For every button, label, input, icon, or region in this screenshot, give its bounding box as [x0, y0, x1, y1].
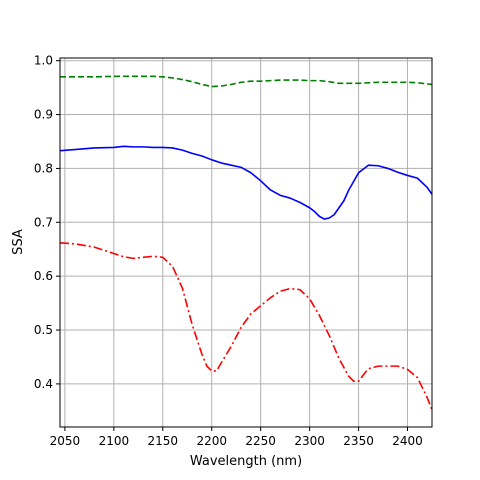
series-line-1 [60, 75, 432, 88]
y-tick-label: 0.6 [34, 269, 53, 283]
x-tick-label: 2050 [50, 434, 81, 448]
y-axis-label: SSA [11, 229, 26, 255]
axis-ticks: 2050 2100 2150 2200 2250 2300 2350 2400 0.4 0.5 0.… [34, 54, 423, 448]
y-tick-label: 1.0 [34, 54, 53, 68]
grid [60, 58, 432, 427]
series-line-2 [60, 145, 432, 220]
x-axis-label: Wavelength (nm) [190, 454, 302, 469]
y-tick-label: 0.4 [34, 377, 53, 391]
x-tick-label: 2100 [99, 434, 130, 448]
x-tick-label: 2350 [343, 434, 374, 448]
series-lines [60, 75, 432, 411]
plot-frame [59, 57, 433, 428]
y-tick-label: 0.8 [34, 161, 53, 175]
x-tick-label: 2200 [196, 434, 227, 448]
x-tick-label: 2150 [148, 434, 179, 448]
x-tick-label: 2300 [294, 434, 325, 448]
y-tick-label: 0.7 [34, 215, 53, 229]
y-tick-label: 0.9 [34, 108, 53, 122]
series-line-3 [60, 241, 432, 411]
x-tick-label: 2250 [245, 434, 276, 448]
x-tick-label: 2400 [392, 434, 423, 448]
y-tick-label: 0.5 [34, 323, 53, 337]
